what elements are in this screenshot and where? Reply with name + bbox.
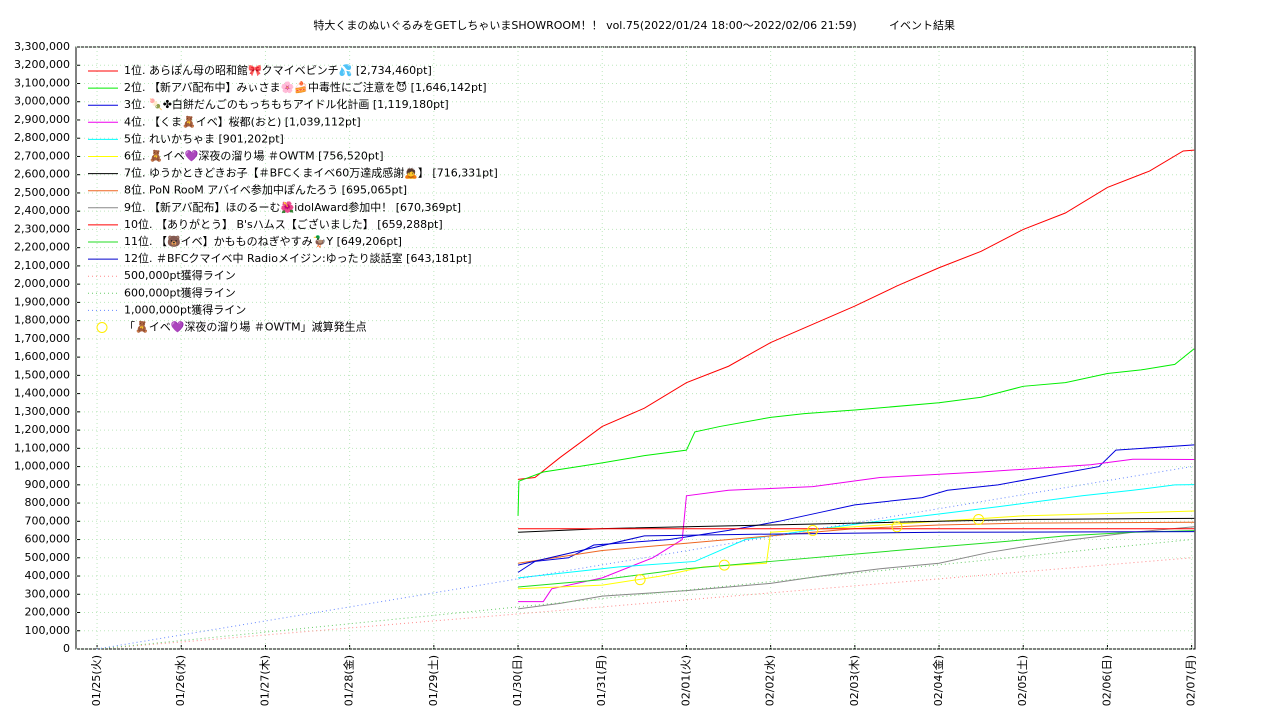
marker [718, 559, 730, 571]
series-line [517, 484, 1195, 579]
series-line [518, 517, 1195, 533]
series-line [517, 444, 1195, 573]
y-tick-label: 2,100,000 [14, 259, 70, 272]
y-tick-label: 800,000 [25, 496, 71, 509]
y-tick-label: 3,200,000 [14, 58, 70, 71]
series-line [517, 526, 1195, 610]
y-tick-label: 2,600,000 [14, 168, 70, 181]
series-line [517, 348, 1195, 516]
x-tick-label: 02/02(水) [764, 655, 777, 706]
y-tick-label: 1,800,000 [14, 314, 70, 327]
y-tick-label: 2,400,000 [14, 204, 70, 217]
x-tick-label: 02/03(木) [848, 655, 861, 706]
y-tick-label: 300,000 [25, 587, 71, 600]
series-line [518, 510, 1195, 590]
x-tick-label: 02/01(火) [679, 655, 692, 706]
y-tick-label: 2,900,000 [14, 113, 70, 126]
y-tick-label: 1,100,000 [14, 441, 70, 454]
x-tick-label: 02/07(月) [1185, 655, 1198, 706]
legend-label: 12位. ＃BFCクマイベ中 Radioメイジン:ゆったり談話室 [643,18… [124, 251, 472, 265]
y-tick-label: 2,800,000 [14, 131, 70, 144]
legend-marker [96, 322, 108, 333]
y-tick-label: 1,900,000 [14, 295, 70, 308]
y-tick-label: 100,000 [25, 624, 71, 637]
x-tick-label: 02/05(土) [1016, 655, 1029, 706]
y-tick-label: 1,700,000 [14, 332, 70, 345]
x-tick-label: 01/26(水) [174, 655, 187, 706]
y-tick-label: 900,000 [25, 478, 71, 491]
series-line [517, 521, 1195, 564]
y-tick-label: 2,300,000 [14, 222, 70, 235]
y-tick-label: 1,500,000 [14, 368, 70, 381]
legend-label: 9位. 【新アバ配布】ほのるーむ🌺idolAward参加中！ [670,369p… [124, 200, 461, 214]
x-tick-label: 01/31(月) [595, 655, 608, 706]
legend-label: 1位. あらぽん母の昭和館🎀クマイベピンチ💦 [2,734,460pt] [124, 63, 432, 77]
x-tick-label: 01/27(木) [258, 655, 271, 706]
y-tick-label: 2,200,000 [14, 241, 70, 254]
series-line [517, 149, 1195, 480]
legend-label: 「🧸イベ💜深夜の溜り場 ＃OWTM」減算発生点 [124, 320, 367, 334]
marker [634, 574, 646, 586]
marker [891, 521, 903, 533]
legend-label: 500,000pt獲得ライン [124, 269, 236, 282]
legend-label: 2位. 【新アバ配布中】みぃさま🌸🍰中毒性にご注意を😈 [1,646,142pt… [124, 80, 487, 94]
y-tick-label: 3,300,000 [14, 40, 70, 53]
series-line [96, 466, 1192, 650]
legend-label: 6位. 🧸イベ💜深夜の溜り場 ＃OWTM [756,520pt] [124, 149, 384, 163]
legend-label: 1,000,000pt獲得ライン [124, 303, 246, 316]
marker [973, 513, 985, 525]
y-tick-label: 200,000 [25, 606, 71, 619]
legend-label: 600,000pt獲得ライン [124, 286, 236, 299]
y-tick-label: 3,100,000 [14, 76, 70, 89]
y-tick-label: 0 [63, 642, 70, 655]
y-tick-label: 1,200,000 [14, 423, 70, 436]
y-tick-label: 1,300,000 [14, 405, 70, 418]
x-tick-label: 01/25(火) [90, 655, 103, 706]
chart-title: 特大くまのぬいぐるみをGETしちゃいまSHOWROOM！！ vol.75(202… [313, 18, 856, 32]
y-tick-label: 1,000,000 [14, 460, 70, 473]
legend-label: 7位. ゆうかときどきお子【＃BFCくまイベ60万達成感謝🙇】 [716,331… [124, 166, 498, 180]
y-tick-label: 1,400,000 [14, 387, 70, 400]
y-tick-label: 400,000 [25, 569, 71, 582]
y-tick-label: 2,500,000 [14, 186, 70, 199]
x-tick-label: 02/06(日) [1100, 655, 1113, 706]
y-tick-label: 600,000 [25, 533, 71, 546]
series-line [517, 530, 1195, 588]
series-line [96, 539, 1192, 650]
y-tick-label: 3,000,000 [14, 95, 70, 108]
series-line [518, 458, 1195, 603]
marker [807, 524, 819, 536]
x-tick-label: 01/29(土) [427, 655, 440, 706]
legend-label: 8位. PoN RooM アバイベ参加中ぽんたろう [695,065pt] [124, 183, 407, 197]
y-tick-label: 2,700,000 [14, 149, 70, 162]
x-tick-label: 01/30(日) [511, 655, 524, 706]
plot-frame [75, 46, 1196, 650]
y-tick-label: 2,000,000 [14, 277, 70, 290]
legend-label: 10位. 【ありがとう】 B'sハムス【ございました】 [659,288pt] [124, 217, 443, 231]
x-tick-label: 01/28(金) [342, 655, 356, 706]
y-tick-label: 500,000 [25, 551, 71, 564]
legend-label: 11位. 【🐻イベ】かもものねぎやすみ🦆Y [649,206pt] [124, 234, 402, 248]
series-line [517, 531, 1195, 566]
legend-label: 4位. 【くま🧸イベ】桜都(おと) [1,039,112pt] [124, 114, 361, 128]
y-tick-label: 1,600,000 [14, 350, 70, 363]
series-line [97, 557, 1192, 650]
legend-label: 5位. れいかちゃま [901,202pt] [124, 131, 284, 145]
chart-subtitle: イベント結果 [889, 18, 955, 32]
x-tick-label: 02/04(金) [931, 655, 945, 706]
y-tick-label: 700,000 [25, 514, 71, 527]
legend-label: 3位. 🍡✤白餅だんごのもっちもちアイドル化計画 [1,119,180pt] [124, 97, 449, 111]
